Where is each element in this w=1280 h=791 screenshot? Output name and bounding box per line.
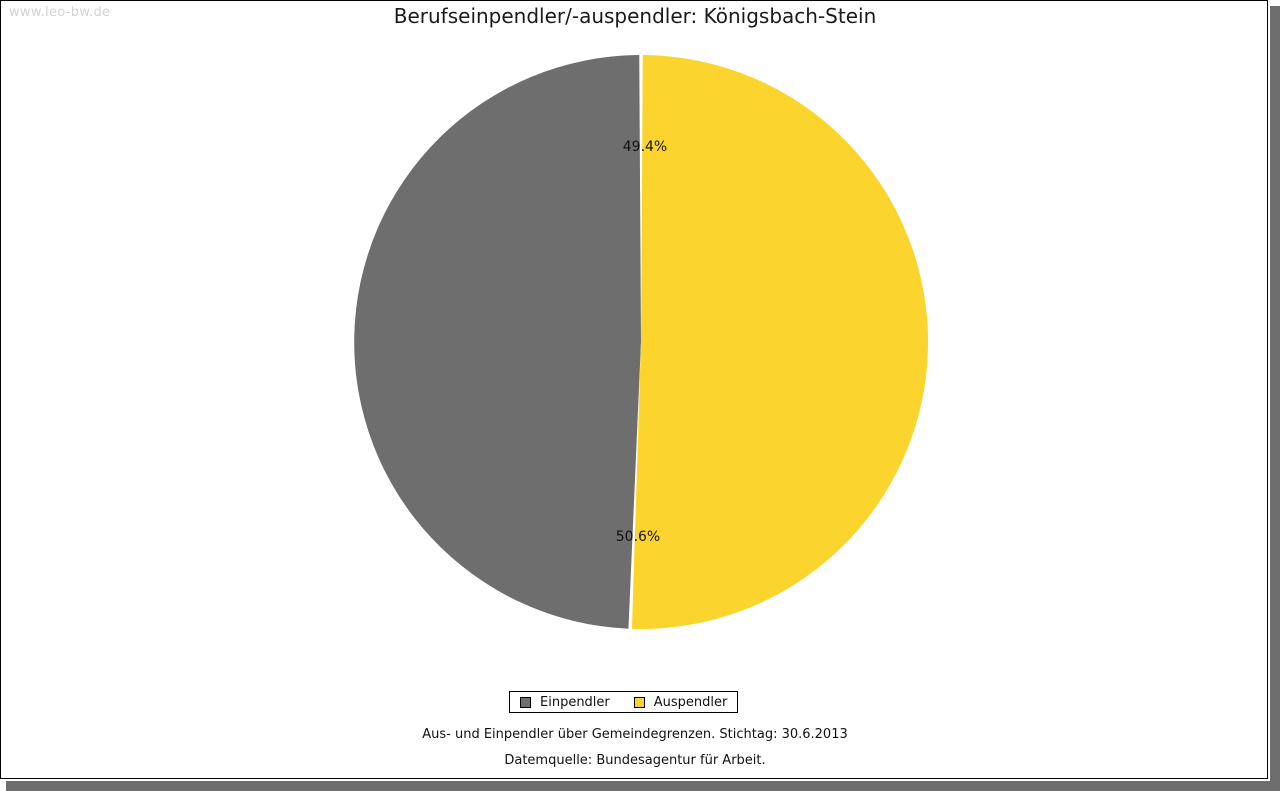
legend-label-einpendler: Einpendler (540, 694, 610, 710)
legend-swatch-einpendler (520, 696, 531, 708)
pie-slice-einpendler[interactable] (354, 55, 641, 629)
pie-slice-auspendler[interactable] (631, 55, 929, 630)
pie-chart: 49.4% 50.6% (1, 1, 1267, 691)
legend: Einpendler Auspendler (509, 691, 739, 713)
footnote-data-source: Datemquelle: Bundesagentur für Arbeit. (504, 753, 766, 768)
legend-item-auspendler[interactable]: Auspendler (633, 694, 728, 710)
frame-shadow-bottom (6, 781, 1280, 791)
slice-label-auspendler: 50.6% (616, 529, 660, 545)
legend-item-einpendler[interactable]: Einpendler (520, 695, 610, 710)
slice-label-einpendler: 49.4% (623, 139, 667, 155)
legend-swatch-auspendler (633, 696, 645, 708)
watermark: www.leo-bw.de (9, 5, 111, 20)
frame-shadow-right (1270, 6, 1280, 791)
chart-frame: www.leo-bw.de Berufseinpendler/-auspendl… (0, 0, 1268, 779)
pie-slices (354, 55, 929, 630)
chart-title: Berufseinpendler/-auspendler: Königsbach… (393, 4, 877, 28)
pie-svg: 49.4% 50.6% (354, 55, 929, 630)
legend-label-auspendler: Auspendler (653, 694, 728, 710)
footnote-source-note: Aus- und Einpendler über Gemeindegrenzen… (422, 727, 848, 742)
